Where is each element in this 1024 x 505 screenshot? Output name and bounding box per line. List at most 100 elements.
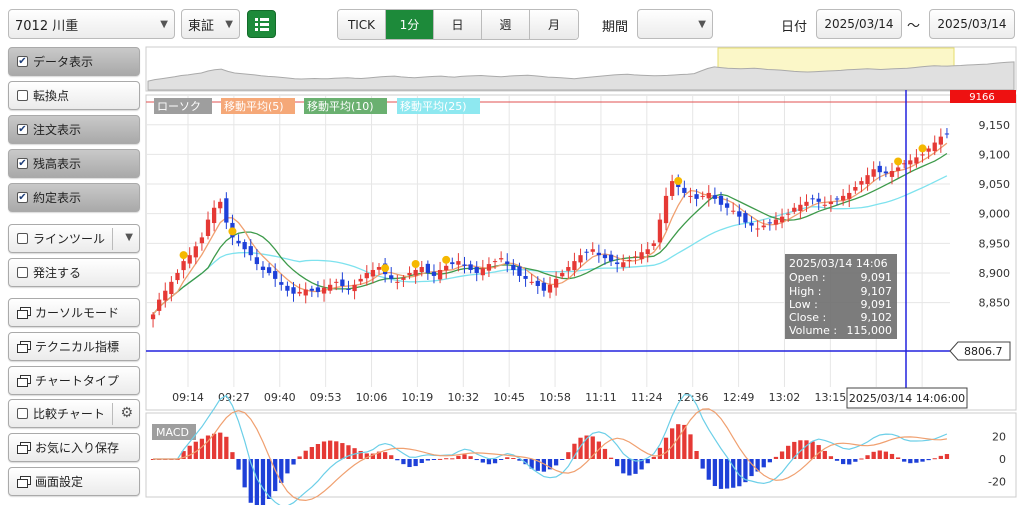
macd-y-axis: 20 0 -20 xyxy=(988,430,1006,488)
candle-body xyxy=(608,254,614,262)
candle-body xyxy=(566,267,571,271)
tooltip-datetime: 2025/03/14 14:06 xyxy=(789,257,888,270)
tab-1min[interactable]: 1分 xyxy=(386,10,434,39)
macd-histogram-bar xyxy=(382,452,388,459)
period-label: 期間 xyxy=(602,20,629,35)
candle-body xyxy=(334,281,339,283)
candle-body xyxy=(877,165,882,173)
toggle-data-display[interactable]: ✔ データ表示 xyxy=(8,47,140,76)
candle-body xyxy=(437,269,443,280)
macd-histogram-bar xyxy=(193,441,198,459)
macd-histogram-bar xyxy=(425,459,430,461)
toggle-line-tool[interactable]: ラインツール ▼ xyxy=(8,224,140,253)
divider xyxy=(112,228,113,250)
window-icon xyxy=(17,307,31,319)
macd-histogram-bar xyxy=(706,459,711,480)
macd-histogram-bar xyxy=(908,459,913,464)
candle-body xyxy=(712,195,718,199)
candle-body xyxy=(242,242,247,250)
checkbox-icon: ✔ xyxy=(17,191,28,203)
macd-histogram-bar xyxy=(749,459,754,477)
macd-histogram-bar xyxy=(926,459,931,461)
x-tick-label: 09:40 xyxy=(264,391,296,404)
macd-histogram-bar xyxy=(413,459,418,467)
candle-body xyxy=(822,204,827,206)
macd-histogram-bar xyxy=(328,440,333,459)
gear-icon[interactable]: ⚙ xyxy=(120,405,133,421)
macd-histogram-bar xyxy=(767,459,772,463)
macd-histogram-bar xyxy=(218,432,223,459)
execution-mark xyxy=(228,227,237,236)
x-tick-label: 11:24 xyxy=(631,391,663,404)
x-tick-label: 10:45 xyxy=(493,391,525,404)
candle-body xyxy=(450,262,455,265)
technical-indicator-button[interactable]: テクニカル指標 xyxy=(8,332,140,361)
date-to-input[interactable]: 2025/03/14 xyxy=(929,9,1015,39)
tab-day[interactable]: 日 xyxy=(434,10,482,39)
candle-body xyxy=(364,272,369,279)
macd-histogram-bar xyxy=(486,459,492,465)
macd-histogram-bar xyxy=(480,459,485,463)
macd-histogram-bar xyxy=(150,459,156,460)
toggle-compare-chart[interactable]: 比較チャート ⚙ xyxy=(8,399,140,428)
tooltip-open-key: Open : xyxy=(789,271,826,284)
candle-body xyxy=(724,203,730,208)
price-chart[interactable]: 9166 ローソク 移動平均(5) 移動平均(10) 移動平均(25) 9,15… xyxy=(144,45,1024,505)
macd-histogram-bar xyxy=(718,459,724,489)
interval-tabs: TICK 1分 日 週 月 xyxy=(337,9,579,40)
candle-body xyxy=(840,195,846,201)
ma10-line xyxy=(152,152,948,315)
checkbox-icon xyxy=(17,233,28,244)
macd-histogram-bar xyxy=(389,455,394,459)
toggle-turning-point[interactable]: 転換点 xyxy=(8,81,140,110)
toggle-execution-display[interactable]: ✔ 約定表示 xyxy=(8,183,140,212)
tab-tick[interactable]: TICK xyxy=(338,10,386,39)
candle-body xyxy=(645,249,650,255)
screen-settings-button[interactable]: 画面設定 xyxy=(8,467,140,496)
chevron-down-icon: ▼ xyxy=(225,19,233,30)
candle-body xyxy=(474,266,479,273)
save-favorite-button[interactable]: お気に入り保存 xyxy=(8,433,140,462)
candle-body xyxy=(535,280,540,286)
period-select[interactable]: ▼ xyxy=(637,9,713,39)
macd-histogram-bar xyxy=(303,450,308,459)
tooltip-high-value: 9,107 xyxy=(861,285,893,298)
market-select[interactable]: 東証 ▼ xyxy=(181,9,240,39)
candle-body xyxy=(602,254,608,259)
candle-body xyxy=(236,240,241,244)
list-view-button[interactable] xyxy=(247,10,276,38)
symbol-select[interactable]: 7012 川重 ▼ xyxy=(8,9,175,39)
candle-body xyxy=(761,225,766,228)
tooltip-low-value: 9,091 xyxy=(861,298,893,311)
chart-type-button[interactable]: チャートタイプ xyxy=(8,366,140,395)
candle-body xyxy=(340,279,345,286)
macd-histogram-bar xyxy=(578,437,583,459)
date-range-tilde: ～ xyxy=(907,19,921,34)
macd-histogram-bar xyxy=(248,459,253,503)
tab-month[interactable]: 月 xyxy=(530,10,578,39)
macd-histogram-bar xyxy=(273,459,278,492)
candle-body xyxy=(694,194,699,199)
x-tick-label: 11:11 xyxy=(585,391,617,404)
candle-body xyxy=(224,198,229,223)
chevron-down-icon[interactable]: ▼ xyxy=(125,232,133,243)
candle-body xyxy=(902,163,907,165)
cursor-mode-button[interactable]: カーソルモード xyxy=(8,298,140,327)
toggle-order-display[interactable]: ✔ 注文表示 xyxy=(8,115,140,144)
macd-tick-label: -20 xyxy=(988,476,1006,489)
toggle-balance-display[interactable]: ✔ 残高表示 xyxy=(8,149,140,178)
candle-body xyxy=(291,287,296,294)
macd-histogram-bar xyxy=(602,448,608,459)
tab-week[interactable]: 週 xyxy=(482,10,530,39)
candle-body xyxy=(395,281,400,283)
macd-histogram-bar xyxy=(700,459,705,469)
x-tick-label: 10:58 xyxy=(539,391,571,404)
candle-body xyxy=(767,222,772,224)
candle-body xyxy=(401,277,406,280)
navigator-area xyxy=(147,61,1015,91)
toggle-place-order[interactable]: 発注する xyxy=(8,258,140,287)
candle-body xyxy=(181,261,186,271)
chevron-down-icon: ▼ xyxy=(160,19,168,30)
date-from-input[interactable]: 2025/03/14 xyxy=(816,9,902,39)
macd-histogram-bar xyxy=(798,440,803,459)
